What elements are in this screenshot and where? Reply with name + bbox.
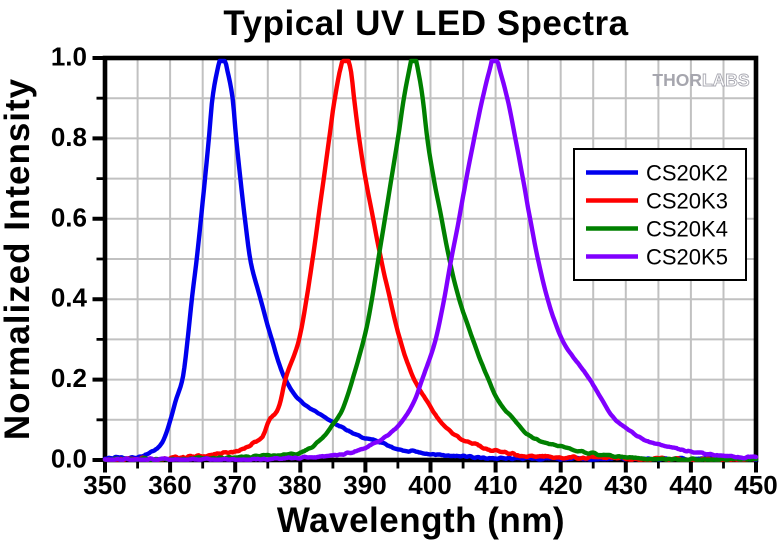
svg-text:Normalized Intensity: Normalized Intensity xyxy=(0,78,37,440)
svg-text:420: 420 xyxy=(539,470,582,500)
svg-text:0.2: 0.2 xyxy=(51,363,87,393)
svg-text:440: 440 xyxy=(669,470,712,500)
svg-text:410: 410 xyxy=(474,470,517,500)
svg-text:Typical UV LED Spectra: Typical UV LED Spectra xyxy=(223,4,628,43)
svg-text:0.6: 0.6 xyxy=(51,202,87,232)
svg-text:360: 360 xyxy=(148,470,191,500)
svg-text:430: 430 xyxy=(604,470,647,500)
svg-text:0.8: 0.8 xyxy=(51,122,87,152)
svg-text:350: 350 xyxy=(83,470,126,500)
svg-text:THORLABS: THORLABS xyxy=(652,70,749,90)
svg-text:CS20K2: CS20K2 xyxy=(646,161,728,186)
svg-text:400: 400 xyxy=(408,470,451,500)
svg-text:0.0: 0.0 xyxy=(51,444,87,474)
svg-text:CS20K4: CS20K4 xyxy=(646,217,728,242)
svg-text:390: 390 xyxy=(343,470,386,500)
svg-text:370: 370 xyxy=(213,470,256,500)
svg-text:Wavelength (nm): Wavelength (nm) xyxy=(277,501,565,540)
svg-text:CS20K5: CS20K5 xyxy=(646,245,728,270)
svg-text:380: 380 xyxy=(278,470,321,500)
svg-text:CS20K3: CS20K3 xyxy=(646,189,728,214)
svg-text:450: 450 xyxy=(734,470,777,500)
svg-text:0.4: 0.4 xyxy=(51,283,88,313)
svg-text:1.0: 1.0 xyxy=(51,42,87,72)
